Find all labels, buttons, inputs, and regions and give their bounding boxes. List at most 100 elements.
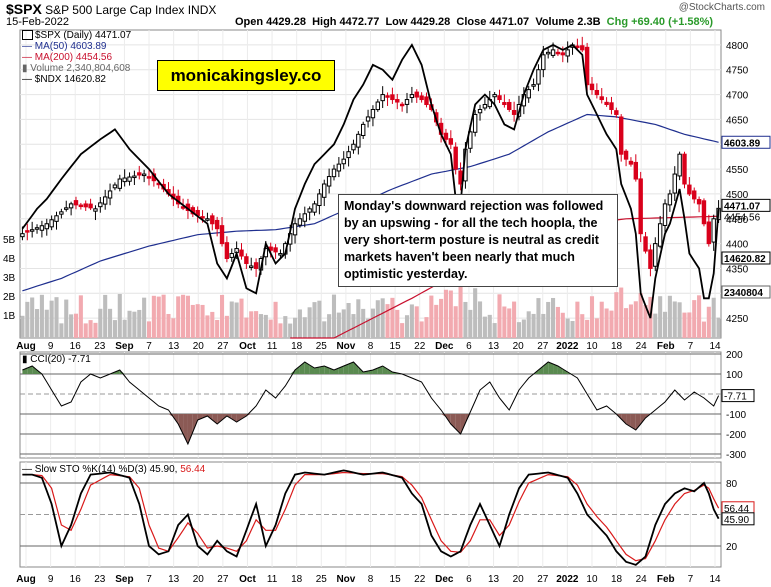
chart-date: 15-Feb-2022 [6, 16, 69, 28]
annotation-box: Monday's downward rejection was followed… [338, 194, 618, 287]
volume-bar [575, 301, 580, 338]
cci-tick-label: 200 [726, 350, 743, 361]
volume-bar [424, 317, 429, 338]
candle-body [541, 54, 546, 71]
candle-body [117, 178, 122, 189]
x-tick-label: 11 [267, 574, 278, 585]
sto-tick-label: 20 [726, 542, 738, 553]
x-tick-label: 15 [390, 341, 402, 352]
ohlc-readout: Open 4429.28 High 4472.77 Low 4429.28 Cl… [235, 16, 713, 28]
volume-bar [322, 321, 327, 338]
candle-body [317, 193, 322, 207]
cci-value-tag [721, 389, 755, 403]
sto-tick-label: 80 [726, 479, 738, 490]
candle-body [39, 225, 45, 231]
cci-title: ▮ CCI(20) -7.71 [22, 354, 91, 365]
candle-body [633, 161, 639, 180]
candle-body [88, 203, 93, 209]
volume-bar [658, 296, 663, 338]
volume-bar [210, 311, 215, 338]
volume-bar [580, 314, 585, 338]
volume-bar [151, 295, 156, 338]
candle-body [302, 213, 307, 222]
volume-bar [278, 323, 283, 338]
x-tick-label: 10 [586, 341, 598, 352]
cci-positive-fill [343, 364, 349, 374]
x-tick-label: 7 [688, 341, 694, 352]
candle-body [273, 247, 278, 253]
candle-body [214, 219, 220, 230]
x-tick-label: Sep [115, 574, 133, 585]
ma50-price-label-tag [721, 135, 771, 149]
candle-body [346, 151, 351, 159]
x-tick-label: 20 [513, 574, 525, 585]
x-tick-label: 9 [48, 341, 54, 352]
volume-bar [293, 317, 298, 338]
volume-axis-label: 4B [3, 254, 16, 265]
volume-bar [448, 290, 453, 338]
volume-axis-label: 1B [3, 311, 16, 322]
volume-bar [487, 314, 492, 338]
candle-body [112, 184, 118, 189]
brand-watermark: monicakingsley.co [157, 60, 335, 91]
x-tick-label: 13 [488, 341, 500, 352]
x-tick-label: 13 [168, 574, 180, 585]
volume-bar [331, 294, 337, 338]
volume-bar [701, 321, 707, 338]
volume-bar [93, 322, 98, 338]
candle-body [643, 236, 648, 252]
volume-bar [297, 309, 302, 338]
volume-bar [672, 301, 677, 338]
candle-body [545, 51, 551, 55]
volume-bar [687, 312, 692, 338]
cci-negative-fill [635, 414, 641, 430]
volume-bar [458, 284, 463, 338]
candle-body [614, 110, 619, 115]
volume-bar [25, 301, 30, 338]
volume-bar [439, 298, 444, 338]
candle-body [127, 176, 132, 182]
candle-body [73, 200, 79, 206]
candle-body [292, 223, 298, 236]
volume-bar [336, 312, 341, 338]
candle-body [278, 253, 283, 256]
cci-negative-fill [621, 414, 627, 424]
x-tick-label: 24 [636, 574, 648, 585]
ndx-price-label: 14620.82 [724, 254, 766, 265]
cci-negative-fill [460, 414, 466, 434]
volume-bar [268, 319, 273, 338]
x-tick-label: 20 [513, 341, 525, 352]
x-tick-label: 9 [48, 574, 54, 585]
cci-negative-fill [178, 414, 184, 434]
candle-body [531, 84, 536, 87]
candle-body [677, 153, 682, 177]
volume-bar [112, 320, 117, 338]
candle-body [555, 51, 561, 55]
change-value: Chg +69.40 (+1.58%) [606, 16, 714, 28]
volume-bar [64, 299, 69, 338]
candle-body [560, 52, 565, 56]
volume-bar [477, 301, 483, 338]
volume-bar [122, 319, 127, 338]
volume-bar [531, 313, 536, 338]
candle-body [44, 223, 49, 230]
candle-body [200, 216, 205, 219]
candle-body [589, 83, 595, 91]
x-tick-label: 10 [586, 574, 598, 585]
cci-negative-fill [187, 414, 193, 444]
volume-bar [643, 305, 648, 338]
candle-body [249, 265, 254, 268]
x-tick-label: 16 [70, 341, 82, 352]
volume-bar [555, 306, 560, 338]
x-tick-label: 22 [414, 341, 426, 352]
volume-bar [161, 294, 166, 338]
cci-negative-fill [192, 414, 198, 432]
volume-bar [30, 297, 35, 338]
volume-bar [59, 323, 64, 338]
cci-negative-fill [197, 414, 203, 420]
candle-body [336, 163, 342, 172]
volume-bar [502, 306, 507, 338]
cci-positive-fill [309, 365, 315, 374]
candle-body [604, 101, 609, 106]
